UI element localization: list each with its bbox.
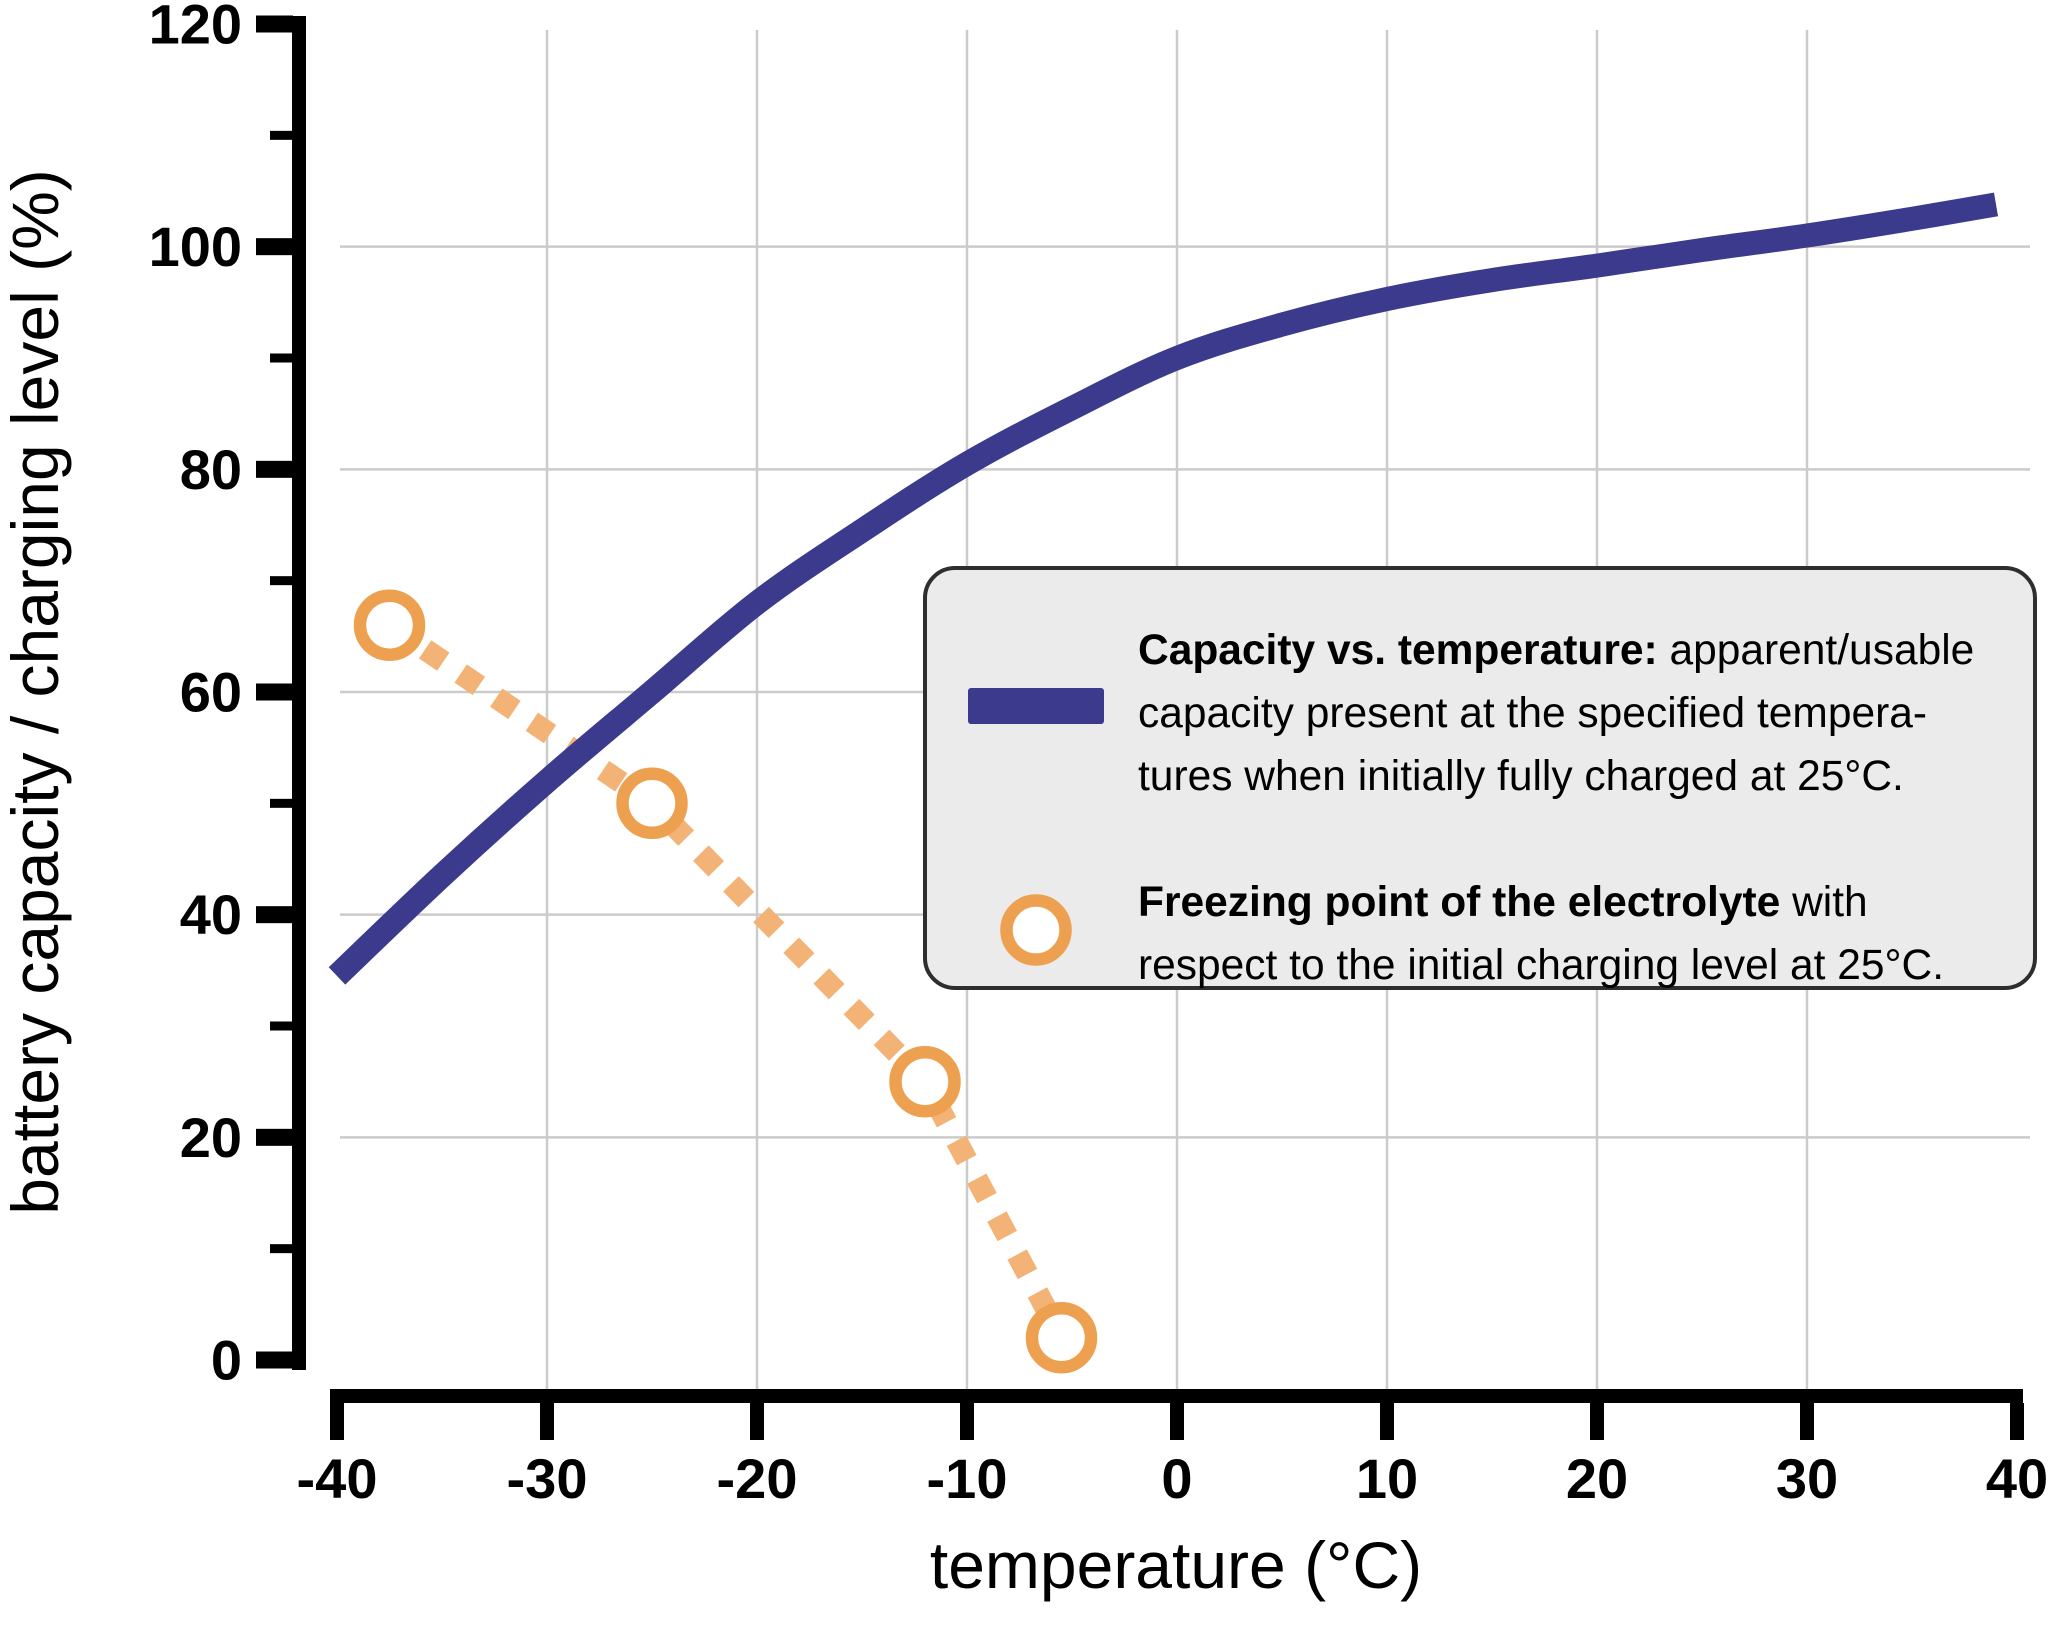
y-tick-label: 100 — [149, 215, 242, 278]
y-major-tick — [256, 906, 293, 924]
x-tick-label: 20 — [1566, 1447, 1628, 1510]
legend-text-line: Freezing point of the electrolyte with — [1138, 879, 1868, 926]
y-tick-label: 120 — [149, 0, 242, 56]
y-minor-tick — [270, 798, 293, 808]
x-axis-line — [330, 1389, 2023, 1403]
legend-capacity-swatch — [968, 688, 1104, 724]
x-major-tick — [330, 1403, 344, 1440]
y-major-tick — [256, 238, 293, 256]
y-minor-tick — [270, 130, 293, 140]
series-capacity-line — [328, 192, 1999, 985]
y-tick-label: 60 — [180, 661, 242, 724]
legend-text-line: capacity present at the specified temper… — [1138, 690, 1927, 737]
x-axis-title: temperature (°C) — [930, 1528, 1422, 1602]
x-major-tick — [1800, 1403, 1814, 1440]
x-major-tick — [750, 1403, 764, 1440]
x-tick-label: 30 — [1776, 1447, 1838, 1510]
y-axis-line — [292, 16, 306, 1370]
legend-text-line: Capacity vs. temperature: apparent/usabl… — [1138, 627, 1974, 674]
x-major-tick — [540, 1403, 554, 1440]
x-major-tick — [960, 1403, 974, 1440]
y-major-tick — [256, 1128, 293, 1146]
freezing-point-marker — [1025, 1301, 1098, 1374]
x-tick-label: 40 — [1986, 1447, 2048, 1510]
y-minor-tick — [270, 576, 293, 586]
y-tick-label: 80 — [180, 438, 242, 501]
x-tick-label: -30 — [507, 1447, 588, 1510]
x-major-tick — [2010, 1403, 2024, 1440]
legend-text-line: tures when initially fully charged at 25… — [1138, 753, 1904, 800]
x-tick-label: 10 — [1356, 1447, 1418, 1510]
legend-box — [923, 566, 2037, 990]
x-major-tick — [1380, 1403, 1394, 1440]
y-minor-tick — [270, 1244, 293, 1254]
y-tick-label: 0 — [211, 1329, 242, 1392]
y-minor-tick — [270, 353, 293, 363]
y-major-tick — [256, 460, 293, 478]
x-tick-label: -20 — [717, 1447, 798, 1510]
y-major-tick — [256, 1351, 293, 1369]
freezing-point-marker — [616, 767, 688, 840]
y-axis-ticks — [256, 15, 293, 1369]
y-major-tick — [256, 15, 293, 33]
legend-text-line: respect to the initial charging level at… — [1138, 942, 1944, 989]
y-tick-label: 20 — [180, 1106, 242, 1169]
y-minor-tick — [270, 1021, 293, 1031]
x-tick-label: 0 — [1161, 1447, 1192, 1510]
x-tick-label: -10 — [927, 1447, 1008, 1510]
y-axis-title: battery capacity / charging level (%) — [0, 169, 72, 1214]
x-major-tick — [1170, 1403, 1184, 1440]
legend-freezing-ring-icon — [1000, 894, 1072, 966]
y-tick-label: 40 — [180, 883, 242, 946]
freezing-point-marker — [353, 589, 426, 661]
x-major-tick — [1590, 1403, 1604, 1440]
legend: Capacity vs. temperature: apparent/usabl… — [923, 566, 2037, 990]
x-tick-label: -40 — [297, 1447, 378, 1510]
x-axis-ticks — [330, 1403, 2024, 1440]
freezing-point-marker — [889, 1045, 961, 1118]
y-major-tick — [256, 683, 293, 701]
